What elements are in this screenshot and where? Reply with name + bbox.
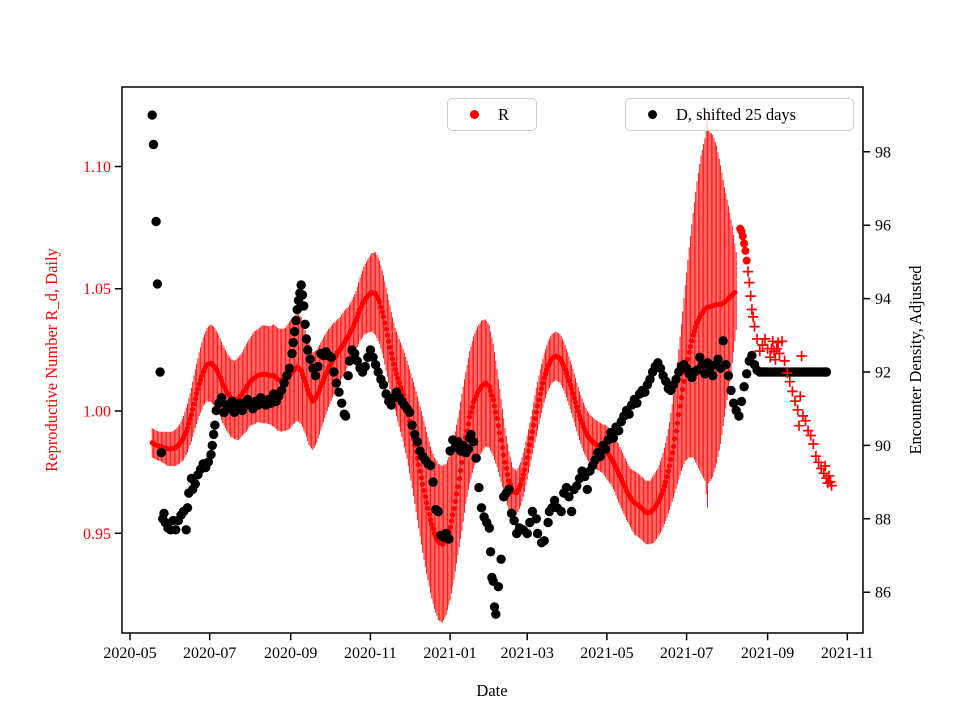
legend-r: R xyxy=(447,98,537,131)
svg-text:2020-07: 2020-07 xyxy=(183,645,236,662)
svg-text:1.05: 1.05 xyxy=(83,281,111,298)
svg-text:86: 86 xyxy=(875,585,891,602)
svg-text:96: 96 xyxy=(875,218,891,235)
y-left-axis-title: Reproductive Number R_d, Daily xyxy=(42,248,61,472)
svg-text:2020-05: 2020-05 xyxy=(103,645,156,662)
x-axis-title: Date xyxy=(476,681,508,700)
svg-text:2020-11: 2020-11 xyxy=(344,645,397,662)
svg-text:2021-09: 2021-09 xyxy=(741,645,794,662)
legend-d-label: D, shifted 25 days xyxy=(676,104,797,124)
svg-text:92: 92 xyxy=(875,365,891,382)
svg-text:2021-03: 2021-03 xyxy=(501,645,554,662)
svg-text:1.00: 1.00 xyxy=(83,404,111,421)
legend-r-dot-icon xyxy=(470,110,479,119)
svg-text:2021-05: 2021-05 xyxy=(580,645,633,662)
svg-text:2021-07: 2021-07 xyxy=(660,645,713,662)
svg-text:94: 94 xyxy=(875,291,891,308)
legend-d-dot-icon xyxy=(648,110,657,119)
svg-text:2020-09: 2020-09 xyxy=(264,645,317,662)
svg-text:2021-11: 2021-11 xyxy=(821,645,874,662)
y-right-axis-title: Encounter Density, Adjusted xyxy=(906,265,925,455)
svg-text:0.95: 0.95 xyxy=(83,526,111,543)
legend-r-label: R xyxy=(498,104,510,124)
svg-text:98: 98 xyxy=(875,144,891,161)
svg-text:90: 90 xyxy=(875,438,891,455)
svg-text:88: 88 xyxy=(875,511,891,528)
legend-d: D, shifted 25 days xyxy=(625,98,854,131)
svg-text:2021-01: 2021-01 xyxy=(423,645,476,662)
svg-text:1.10: 1.10 xyxy=(83,159,111,176)
